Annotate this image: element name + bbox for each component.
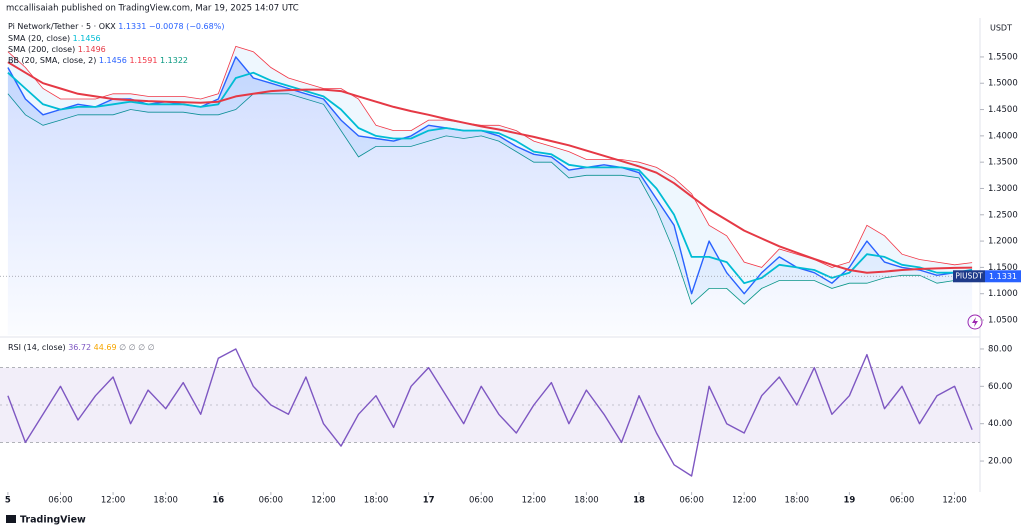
series-line <box>7 348 973 477</box>
legend-item: ∅ ∅ ∅ ∅ <box>119 343 155 352</box>
legend-item: Pi Network/Tether · 5 · OKX <box>8 22 116 31</box>
legend-row: BB (20, SMA, close, 2) 1.1456 1.1591 1.1… <box>8 56 188 65</box>
x-tick-label: 18:00 <box>785 496 810 506</box>
series-line <box>7 71 973 285</box>
x-tick-label: 06:00 <box>469 496 494 506</box>
y-tick-label: 1.4500 <box>988 105 1018 115</box>
brand-logo <box>6 515 16 523</box>
symbol-label: PIUSDT <box>955 271 983 280</box>
x-tick-label: 06:00 <box>259 496 284 506</box>
y-tick-label: 40.00 <box>988 419 1012 429</box>
price-badge <box>985 270 1021 283</box>
x-tick-label: 5 <box>5 496 11 506</box>
y-tick-label: 1.1500 <box>988 263 1018 273</box>
y-tick-label: 1.1000 <box>988 289 1018 299</box>
y-tick-label: 1.5000 <box>988 79 1018 89</box>
rsi-band <box>0 367 980 443</box>
byline: mccallisaiah published on TradingView.co… <box>6 4 299 14</box>
x-tick-label: 17 <box>423 496 435 506</box>
x-tick-label: 16 <box>212 496 224 506</box>
legend-item: 36.72 <box>68 343 91 352</box>
x-tick-label: 18 <box>633 496 645 506</box>
x-tick-label: 06:00 <box>890 496 915 506</box>
legend-row: Pi Network/Tether · 5 · OKX 1.1331 −0.00… <box>8 22 224 31</box>
x-tick-label: 12:00 <box>311 496 336 506</box>
legend-item: 1.1496 <box>78 45 106 54</box>
x-tick-label: 12:00 <box>522 496 547 506</box>
legend-item: 1.1456 <box>99 56 127 65</box>
brand: TradingView <box>6 515 86 526</box>
x-tick-label: 18:00 <box>153 496 178 506</box>
legend-item: 1.1322 <box>160 56 188 65</box>
brand-name: TradingView <box>20 515 86 526</box>
x-tick-label: 06:00 <box>679 496 704 506</box>
legend-item: SMA (200, close) <box>8 45 75 54</box>
legend-item: SMA (20, close) <box>8 34 70 43</box>
x-tick-label: 12:00 <box>101 496 126 506</box>
y-tick-label: 1.2000 <box>988 237 1018 247</box>
x-tick-label: 06:00 <box>48 496 73 506</box>
y-tick-label: 1.3500 <box>988 158 1018 168</box>
legend-item: 1.1456 <box>73 34 101 43</box>
y-tick-label: 1.4000 <box>988 131 1018 141</box>
legend-item: 1.1331 <box>118 22 146 31</box>
x-tick-label: 18:00 <box>574 496 599 506</box>
symbol-badge <box>953 270 985 283</box>
x-tick-label: 18:00 <box>364 496 389 506</box>
legend-item: 1.1591 <box>129 56 157 65</box>
y-tick-label: 80.00 <box>988 344 1012 354</box>
x-tick-label: 12:00 <box>732 496 757 506</box>
unit-label: USDT <box>990 24 1012 33</box>
legend-row: SMA (200, close) 1.1496 <box>8 45 106 54</box>
legend-row: SMA (20, close) 1.1456 <box>8 34 101 43</box>
price-area <box>7 56 973 336</box>
legend-row: RSI (14, close) 36.72 44.69 ∅ ∅ ∅ ∅ <box>8 343 155 352</box>
series-line <box>7 61 973 274</box>
legend-item: 44.69 <box>94 343 117 352</box>
y-tick-label: 1.3000 <box>988 184 1018 194</box>
y-tick-label: 1.5500 <box>988 52 1018 62</box>
y-tick-label: 1.0500 <box>988 316 1018 326</box>
y-tick-label: 20.00 <box>988 457 1012 467</box>
legend-item: RSI (14, close) <box>8 343 66 352</box>
price-label: 1.1331 <box>989 272 1017 281</box>
y-tick-label: 1.2500 <box>988 210 1018 220</box>
alert-bolt <box>972 317 978 327</box>
x-tick-label: 12:00 <box>942 496 967 506</box>
legend-item: BB (20, SMA, close, 2) <box>8 56 96 65</box>
x-tick-label: 19 <box>843 496 855 506</box>
y-tick-label: 60.00 <box>988 382 1012 392</box>
legend-item: −0.0078 (−0.68%) <box>149 22 225 31</box>
